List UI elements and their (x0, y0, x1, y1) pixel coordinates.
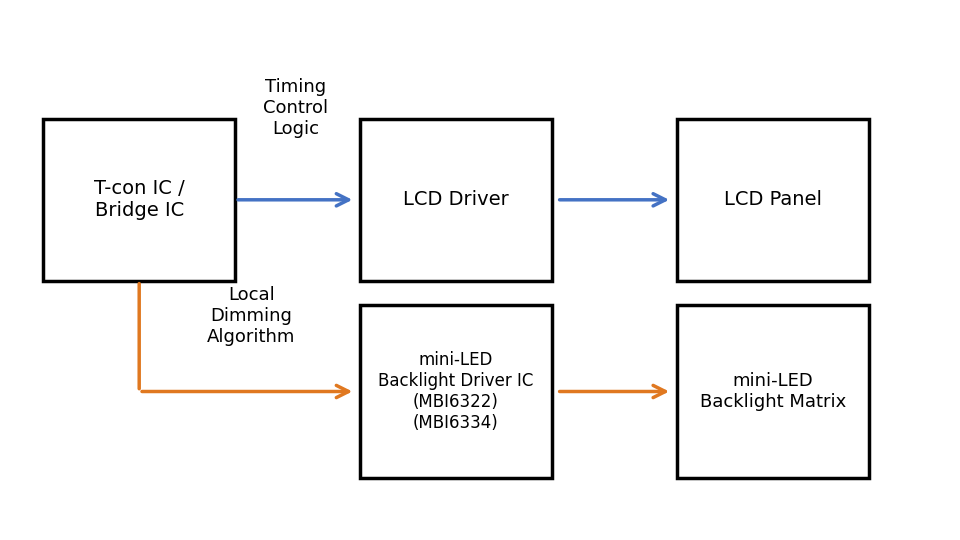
FancyBboxPatch shape (360, 305, 552, 478)
Text: Timing
Control
Logic: Timing Control Logic (263, 78, 328, 138)
Text: mini-LED
Backlight Matrix: mini-LED Backlight Matrix (700, 372, 846, 411)
FancyBboxPatch shape (360, 119, 552, 281)
Text: Local
Dimming
Algorithm: Local Dimming Algorithm (207, 286, 296, 346)
FancyBboxPatch shape (43, 119, 235, 281)
FancyBboxPatch shape (677, 119, 869, 281)
Text: mini-LED
Backlight Driver IC
(MBI6322)
(MBI6334): mini-LED Backlight Driver IC (MBI6322) (… (378, 352, 534, 431)
Text: LCD Panel: LCD Panel (724, 190, 822, 210)
Text: LCD Driver: LCD Driver (403, 190, 509, 210)
FancyBboxPatch shape (677, 305, 869, 478)
Text: T-con IC /
Bridge IC: T-con IC / Bridge IC (94, 179, 184, 220)
